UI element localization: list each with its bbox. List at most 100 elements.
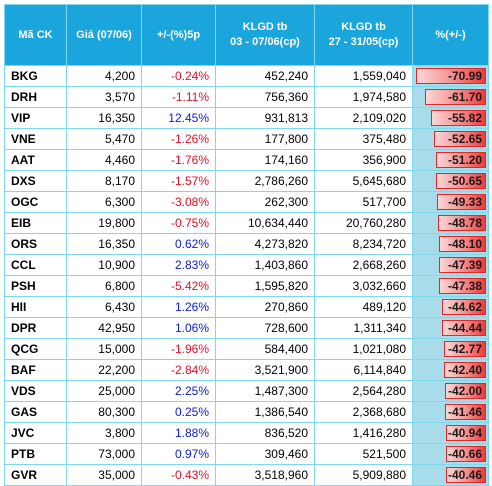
cell-volume-current: 931,813 [215,107,315,129]
pct-change-value: -40.66 [447,447,482,461]
table-row[interactable]: CCL 10,900 2.83% 1,403,860 2,668,260 -47.39 [4,254,489,276]
table-row[interactable]: GVR 35,000 -0.43% 3,518,960 5,909,880 -40.46 [4,464,489,486]
pct-change-bar [444,362,486,378]
pct-change-value: -40.46 [447,468,482,482]
table-row[interactable]: GAS 80,300 0.25% 1,386,540 2,368,680 -41.46 [4,401,489,423]
cell-code: QCG [4,338,67,360]
table-row[interactable]: BAF 22,200 -2.84% 3,521,900 6,114,840 -42.40 [4,359,489,381]
cell-volume-previous: 1,974,580 [314,86,413,108]
header-code[interactable]: Mã CK [4,4,67,66]
pct-change-bar [431,110,486,126]
cell-code: ORS [4,233,67,255]
pct-change-bar [439,278,486,294]
cell-pct-change: -55.82 [412,107,489,129]
header-price[interactable]: Giá (07/06) [66,4,142,66]
cell-volume-previous: 489,120 [314,296,413,318]
cell-price: 16,350 [66,107,142,129]
cell-pct-change: -42.00 [412,380,489,402]
cell-price: 19,800 [66,212,142,234]
cell-volume-previous: 356,900 [314,149,413,171]
cell-change: -1.76% [141,149,216,171]
cell-change: -0.43% [141,464,216,486]
header-volume-current[interactable]: KLGD tb 03 - 07/06(cp) [215,4,315,66]
cell-volume-current: 756,360 [215,86,315,108]
cell-code: GAS [4,401,67,423]
cell-price: 8,170 [66,170,142,192]
cell-pct-change: -70.99 [412,65,489,87]
cell-volume-previous: 517,700 [314,191,413,213]
cell-volume-previous: 1,311,340 [314,317,413,339]
cell-volume-current: 2,786,260 [215,170,315,192]
cell-volume-current: 452,240 [215,65,315,87]
table-row[interactable]: BKG 4,200 -0.24% 452,240 1,559,040 -70.99 [4,65,489,87]
table-row[interactable]: ORS 16,350 0.62% 4,273,820 8,234,720 -48.10 [4,233,489,255]
cell-volume-current: 1,403,860 [215,254,315,276]
cell-volume-previous: 2,368,680 [314,401,413,423]
cell-volume-current: 1,487,300 [215,380,315,402]
stock-volume-table-container: Mã CK Giá (07/06) +/-(%)5p KLGD tb 03 - … [4,4,489,486]
pct-change-bar [442,299,486,315]
table-row[interactable]: QCG 15,000 -1.96% 584,400 1,021,080 -42.77 [4,338,489,360]
cell-code: DPR [4,317,67,339]
table-row[interactable]: DPR 42,950 1.06% 728,600 1,311,340 -44.44 [4,317,489,339]
cell-pct-change: -44.62 [412,296,489,318]
cell-price: 6,800 [66,275,142,297]
cell-change: 0.97% [141,443,216,465]
cell-price: 15,000 [66,338,142,360]
table-row[interactable]: VDS 25,000 2.25% 1,487,300 2,564,280 -42.00 [4,380,489,402]
cell-change: -1.96% [141,338,216,360]
table-row[interactable]: OGC 6,300 -3.08% 262,300 517,700 -49.33 [4,191,489,213]
cell-change: 1.26% [141,296,216,318]
cell-pct-change: -44.44 [412,317,489,339]
cell-change: 2.83% [141,254,216,276]
table-row[interactable]: PSH 6,800 -5.42% 1,595,820 3,032,660 -47.38 [4,275,489,297]
table-row[interactable]: JVC 3,800 1.88% 836,520 1,416,280 -40.94 [4,422,489,444]
cell-pct-change: -42.40 [412,359,489,381]
table-row[interactable]: PTB 73,000 0.97% 309,460 521,500 -40.66 [4,443,489,465]
cell-volume-current: 584,400 [215,338,315,360]
header-pct-change[interactable]: %(+/-) [412,4,489,66]
pct-change-value: -44.44 [447,321,482,335]
cell-price: 25,000 [66,380,142,402]
table-row[interactable]: HII 6,430 1.26% 270,860 489,120 -44.62 [4,296,489,318]
cell-pct-change: -48.78 [412,212,489,234]
table-row[interactable]: EIB 19,800 -0.75% 10,634,440 20,760,280 -48.7… [4,212,489,234]
pct-change-value: -61.70 [447,90,482,104]
cell-change: -2.84% [141,359,216,381]
header-change[interactable]: +/-(%)5p [141,4,216,66]
pct-change-value: -42.77 [447,342,482,356]
cell-pct-change: -49.33 [412,191,489,213]
table-row[interactable]: VIP 16,350 12.45% 931,813 2,109,020 -55.82 [4,107,489,129]
table-row[interactable]: DRH 3,570 -1.11% 756,360 1,974,580 -61.70 [4,86,489,108]
pct-change-value: -42.40 [447,363,482,377]
cell-price: 3,570 [66,86,142,108]
cell-pct-change: -47.38 [412,275,489,297]
cell-volume-current: 262,300 [215,191,315,213]
cell-change: -1.57% [141,170,216,192]
cell-pct-change: -50.65 [412,170,489,192]
pct-change-value: -48.10 [447,237,482,251]
table-row[interactable]: AAT 4,460 -1.76% 174,160 356,900 -51.20 [4,149,489,171]
cell-volume-previous: 375,480 [314,128,413,150]
cell-change: 0.25% [141,401,216,423]
cell-code: VDS [4,380,67,402]
cell-code: DRH [4,86,67,108]
cell-code: EIB [4,212,67,234]
pct-change-bar [442,320,486,336]
header-volume-previous-line1: KLGD tb [341,21,386,33]
cell-volume-current: 3,521,900 [215,359,315,381]
cell-code: HII [4,296,67,318]
cell-volume-previous: 2,564,280 [314,380,413,402]
pct-change-bar [446,425,486,441]
table-row[interactable]: VNE 5,470 -1.26% 177,800 375,480 -52.65 [4,128,489,150]
pct-change-value: -52.65 [447,132,482,146]
pct-change-bar [444,341,486,357]
header-volume-previous[interactable]: KLGD tb 27 - 31/05(cp) [314,4,413,66]
pct-change-bar [434,131,486,147]
cell-volume-current: 836,520 [215,422,315,444]
pct-change-bar [425,89,486,105]
table-row[interactable]: DXS 8,170 -1.57% 2,786,260 5,645,680 -50.65 [4,170,489,192]
cell-code: DXS [4,170,67,192]
cell-volume-previous: 1,416,280 [314,422,413,444]
table-body: BKG 4,200 -0.24% 452,240 1,559,040 -70.99 DRH 3… [4,65,489,486]
